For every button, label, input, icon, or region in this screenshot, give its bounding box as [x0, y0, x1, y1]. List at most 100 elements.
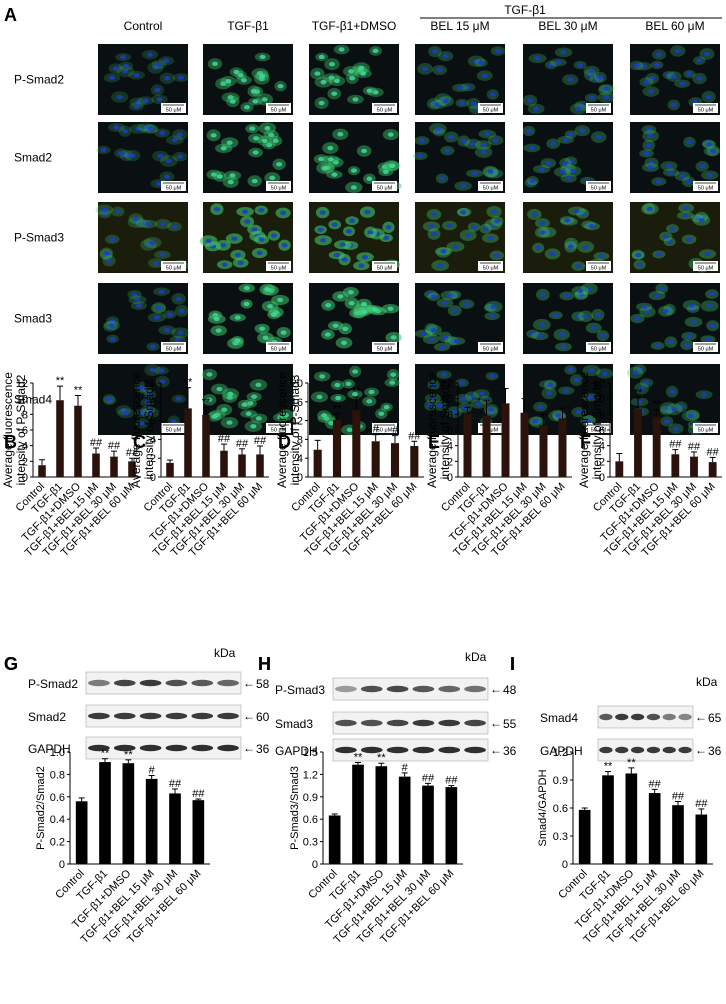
- nucleus: [220, 146, 227, 151]
- nucleus: [153, 315, 160, 320]
- nucleus: [144, 400, 151, 405]
- blot-band: [113, 744, 136, 752]
- molecular-weight: 36: [708, 744, 722, 758]
- nucleus: [704, 251, 711, 257]
- molecular-weight: 65: [708, 711, 722, 725]
- nucleus: [567, 132, 574, 137]
- nucleus: [159, 252, 166, 257]
- group-header: TGF-β1: [504, 3, 546, 17]
- nucleus: [226, 395, 233, 400]
- y-tick-label: 4: [22, 441, 28, 453]
- blot-band: [360, 685, 383, 693]
- micrograph: 50 μM: [98, 283, 190, 354]
- nucleus: [599, 333, 606, 338]
- bar: [56, 400, 64, 477]
- blot-strip: [332, 711, 489, 735]
- nucleus: [645, 127, 652, 132]
- nucleus: [552, 313, 559, 318]
- nucleus: [434, 102, 441, 107]
- y-tick-label: 12: [291, 416, 303, 428]
- y-tick-label: 2: [447, 456, 453, 468]
- nucleus: [220, 81, 227, 86]
- molecular-weight: 36: [503, 744, 517, 758]
- y-axis-label-line: Average fluorescence: [577, 372, 591, 488]
- nucleus: [555, 413, 562, 418]
- nucleus: [475, 401, 482, 407]
- scale-bar-box: [693, 103, 718, 113]
- nucleus: [527, 98, 534, 103]
- nucleus: [154, 87, 161, 93]
- scale-bar-label: 50 μM: [377, 186, 393, 192]
- blot-band: [217, 712, 239, 720]
- bar: [352, 410, 361, 477]
- nucleus: [117, 150, 124, 156]
- panel-label: H: [258, 654, 271, 674]
- nucleus: [360, 71, 367, 76]
- nucleus: [577, 288, 584, 293]
- nucleus: [471, 224, 478, 230]
- nucleus: [247, 401, 254, 406]
- molecular-weight: 36: [256, 742, 270, 756]
- nucleus: [579, 211, 586, 216]
- nucleus: [253, 136, 260, 141]
- nucleus: [679, 81, 686, 86]
- blot-band: [139, 744, 162, 752]
- scale-bar-box: [266, 342, 291, 352]
- nucleus: [470, 101, 477, 106]
- nucleus: [367, 230, 374, 235]
- blot-strip: [332, 677, 489, 701]
- y-tick-label: 10: [441, 394, 453, 406]
- nucleus: [481, 73, 488, 78]
- nucleus: [448, 134, 455, 140]
- nucleus: [560, 344, 567, 350]
- row-label: P-Smad2: [14, 73, 64, 87]
- bar: [92, 453, 100, 477]
- nucleus: [565, 166, 572, 171]
- y-axis-label: Average fluorescenceintensity of P-Smad2: [1, 372, 28, 488]
- blot-band: [335, 685, 357, 693]
- scale-bar-label: 50 μM: [483, 186, 499, 192]
- nucleus: [109, 336, 116, 342]
- blot-band: [335, 746, 357, 754]
- blot-strip: [85, 736, 242, 760]
- nucleus: [108, 75, 115, 80]
- significance-mark: ##: [108, 440, 121, 452]
- nucleus: [575, 263, 582, 269]
- panel-label: E: [428, 432, 440, 452]
- y-tick-label: 2: [22, 456, 28, 468]
- bar: [128, 461, 136, 477]
- nucleus: [645, 143, 652, 148]
- significance-mark: **: [604, 761, 613, 773]
- column-header: BEL 15 μM: [430, 19, 489, 33]
- y-tick-label: 2: [599, 456, 605, 468]
- y-axis-label: P-Smad2/Smad2: [35, 766, 47, 850]
- scale-bar-box: [372, 103, 397, 113]
- nucleus: [387, 306, 394, 311]
- nucleus: [349, 218, 356, 223]
- nucleus: [478, 60, 485, 65]
- bar: [520, 412, 529, 477]
- nucleus: [532, 418, 539, 424]
- nucleus: [487, 235, 494, 241]
- blot-band: [630, 713, 645, 721]
- nucleus: [229, 99, 236, 104]
- nucleus: [567, 244, 574, 250]
- nucleus: [428, 337, 435, 342]
- nucleus: [440, 248, 447, 254]
- nucleus: [329, 62, 336, 67]
- nucleus: [451, 308, 458, 313]
- nucleus: [387, 132, 394, 137]
- nucleus: [667, 339, 674, 345]
- nucleus: [686, 237, 693, 242]
- nucleus: [129, 153, 136, 158]
- bar: [634, 408, 642, 477]
- significance-mark: **: [74, 385, 83, 397]
- nucleus: [451, 409, 458, 415]
- nucleus: [163, 174, 170, 180]
- y-tick-label: 16: [291, 397, 303, 409]
- nucleus: [437, 403, 444, 408]
- nucleus: [430, 328, 437, 333]
- blot-strip: [597, 705, 694, 729]
- nucleus: [116, 94, 123, 100]
- nucleus: [588, 95, 595, 100]
